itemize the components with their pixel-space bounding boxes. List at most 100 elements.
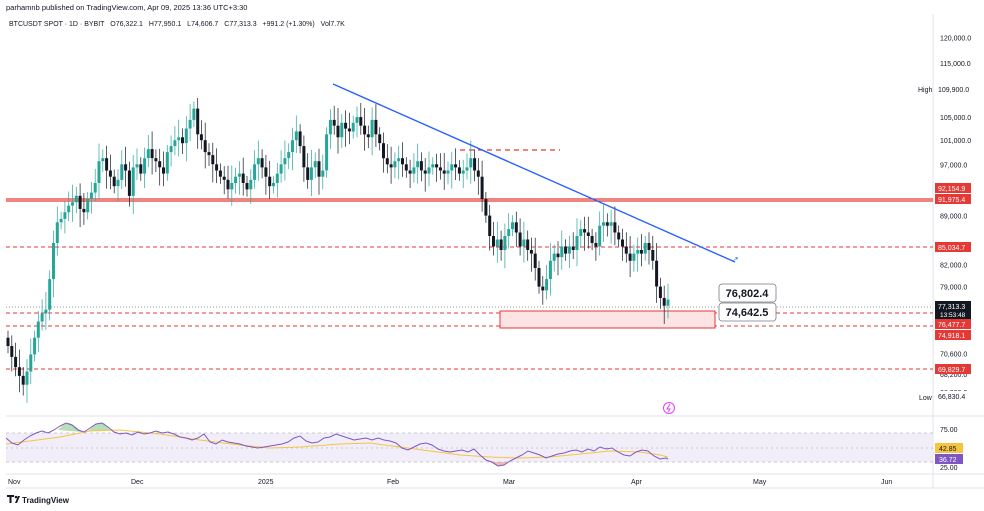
candle-down[interactable] — [10, 346, 14, 357]
candle-down[interactable] — [454, 164, 458, 168]
candle-down[interactable] — [260, 158, 264, 168]
candle-down[interactable] — [215, 164, 219, 171]
candle-down[interactable] — [82, 208, 86, 213]
candle-down[interactable] — [17, 367, 21, 376]
candle-down[interactable] — [662, 298, 666, 306]
candle-up[interactable] — [67, 205, 71, 213]
candle-up[interactable] — [275, 173, 279, 183]
candle-up[interactable] — [44, 309, 48, 314]
candle-up[interactable] — [666, 299, 670, 306]
candle-down[interactable] — [150, 149, 154, 159]
candle-up[interactable] — [522, 239, 526, 247]
candle-up[interactable] — [25, 371, 29, 385]
candle-down[interactable] — [181, 137, 184, 144]
candle-up[interactable] — [120, 164, 124, 180]
candle-up[interactable] — [397, 158, 401, 162]
candle-down[interactable] — [14, 356, 18, 368]
candle-down[interactable] — [655, 260, 659, 287]
candle-down[interactable] — [628, 253, 632, 261]
candle-down[interactable] — [21, 375, 25, 385]
candle-down[interactable] — [537, 268, 541, 287]
candle-down[interactable] — [621, 239, 624, 247]
candle-up[interactable] — [575, 236, 579, 250]
candle-up[interactable] — [74, 195, 78, 203]
candle-up[interactable] — [431, 164, 435, 168]
candle-down[interactable] — [347, 128, 351, 132]
candle-down[interactable] — [108, 170, 112, 177]
candle-down[interactable] — [605, 222, 609, 226]
candle-up[interactable] — [33, 337, 37, 355]
candle-down[interactable] — [385, 158, 389, 165]
candle-down[interactable] — [317, 161, 321, 177]
candle-down[interactable] — [382, 143, 385, 159]
candle-down[interactable] — [624, 246, 628, 254]
candle-up[interactable] — [609, 222, 613, 226]
candle-up[interactable] — [461, 170, 465, 174]
candle-down[interactable] — [529, 250, 533, 254]
candle-up[interactable] — [579, 229, 583, 236]
candle-down[interactable] — [158, 161, 162, 168]
candle-down[interactable] — [423, 170, 427, 174]
candle-up[interactable] — [93, 183, 97, 193]
candle-up[interactable] — [351, 122, 355, 132]
candle-up[interactable] — [237, 173, 241, 177]
candle-up[interactable] — [325, 134, 329, 171]
candle-up[interactable] — [48, 279, 52, 310]
candle-down[interactable] — [488, 215, 492, 236]
candle-down[interactable] — [533, 253, 537, 268]
candle-up[interactable] — [253, 164, 257, 180]
candle-down[interactable] — [594, 243, 598, 247]
candle-up[interactable] — [560, 246, 564, 258]
candle-down[interactable] — [473, 158, 477, 171]
candle-up[interactable] — [40, 313, 44, 322]
candle-down[interactable] — [162, 167, 165, 174]
candle-up[interactable] — [309, 167, 313, 180]
candle-down[interactable] — [245, 183, 249, 190]
candle-up[interactable] — [602, 222, 605, 226]
candle-up[interactable] — [598, 225, 602, 247]
candle-up[interactable] — [294, 131, 298, 141]
candle-up[interactable] — [636, 250, 640, 254]
candle-up[interactable] — [370, 119, 374, 138]
candle-down[interactable] — [419, 161, 423, 171]
candle-up[interactable] — [412, 167, 416, 174]
candle-up[interactable] — [279, 164, 283, 174]
candle-up[interactable] — [469, 158, 473, 168]
candle-up[interactable] — [567, 246, 571, 254]
candle-down[interactable] — [374, 119, 378, 135]
candle-up[interactable] — [234, 176, 238, 183]
candle-up[interactable] — [291, 140, 294, 153]
candle-up[interactable] — [283, 158, 287, 165]
support-zone-box[interactable] — [499, 310, 716, 329]
candle-up[interactable] — [465, 167, 469, 171]
candle-down[interactable] — [196, 108, 200, 135]
candle-up[interactable] — [427, 167, 431, 174]
candle-up[interactable] — [416, 161, 420, 168]
candle-down[interactable] — [651, 250, 655, 261]
candle-up[interactable] — [131, 167, 135, 196]
candle-down[interactable] — [366, 134, 370, 138]
candle-up[interactable] — [321, 170, 325, 177]
candle-down[interactable] — [438, 167, 442, 171]
candle-down[interactable] — [571, 246, 575, 251]
candle-up[interactable] — [249, 179, 253, 190]
candle-up[interactable] — [503, 236, 507, 250]
candle-down[interactable] — [476, 170, 480, 177]
candle-down[interactable] — [617, 232, 621, 240]
candle-up[interactable] — [36, 321, 40, 338]
lightning-icon[interactable] — [663, 402, 675, 414]
candle-up[interactable] — [184, 128, 188, 144]
candle-up[interactable] — [548, 260, 552, 279]
candle-down[interactable] — [359, 117, 363, 126]
candle-down[interactable] — [564, 246, 568, 254]
candle-up[interactable] — [643, 243, 647, 254]
candle-down[interactable] — [264, 167, 268, 177]
candle-up[interactable] — [545, 279, 549, 291]
candle-down[interactable] — [404, 164, 408, 171]
candle-down[interactable] — [203, 140, 207, 153]
candle-down[interactable] — [207, 152, 211, 156]
candle-up[interactable] — [173, 140, 177, 147]
candle-down[interactable] — [298, 131, 302, 147]
candle-up[interactable] — [165, 152, 169, 174]
candle-down[interactable] — [639, 250, 643, 254]
